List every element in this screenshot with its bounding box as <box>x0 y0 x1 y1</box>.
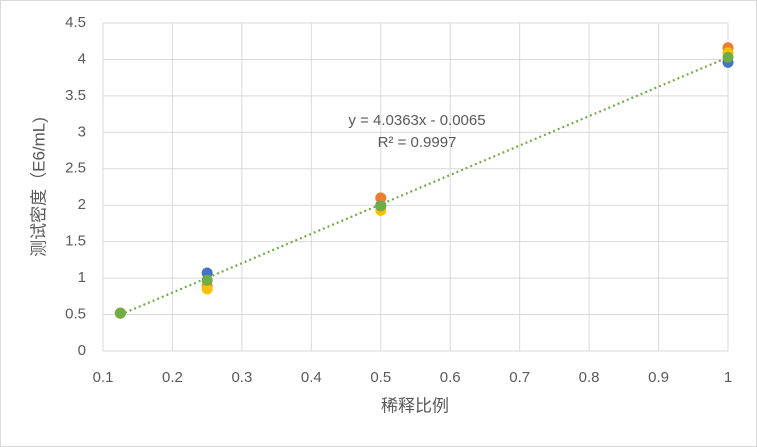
y-tick-label: 0 <box>78 342 86 359</box>
y-tick-label: 2.5 <box>65 160 86 177</box>
data-point <box>114 307 126 319</box>
x-tick-label: 0.7 <box>509 369 530 386</box>
x-tick-label: 0.8 <box>579 369 600 386</box>
x-tick-label: 0.9 <box>648 369 669 386</box>
data-point <box>375 192 387 204</box>
x-tick-label: 0.4 <box>301 369 322 386</box>
x-tick-label: 0.2 <box>162 369 183 386</box>
y-tick-label: 4.5 <box>65 14 86 31</box>
y-tick-label: 0.5 <box>65 306 86 323</box>
y-tick-label: 4 <box>78 50 86 67</box>
y-axis-title: 测试密度（E6/mL) <box>29 117 48 257</box>
x-tick-label: 1 <box>724 369 732 386</box>
data-point <box>201 283 213 295</box>
trendline-r-squared: R² = 0.9997 <box>378 134 457 151</box>
x-tick-label: 0.1 <box>93 369 114 386</box>
trendline-equation: y = 4.0363x - 0.0065 <box>348 112 485 129</box>
x-tick-label: 0.5 <box>370 369 391 386</box>
y-tick-label: 1.5 <box>65 233 86 250</box>
data-point <box>201 274 213 286</box>
y-tick-label: 3 <box>78 123 86 140</box>
x-tick-label: 0.3 <box>231 369 252 386</box>
y-tick-label: 3.5 <box>65 87 86 104</box>
x-tick-label: 0.6 <box>440 369 461 386</box>
data-point <box>722 51 734 63</box>
data-point <box>375 200 387 212</box>
x-axis-title: 稀释比例 <box>381 396 449 415</box>
y-tick-label: 1 <box>78 269 86 286</box>
y-tick-label: 2 <box>78 196 86 213</box>
